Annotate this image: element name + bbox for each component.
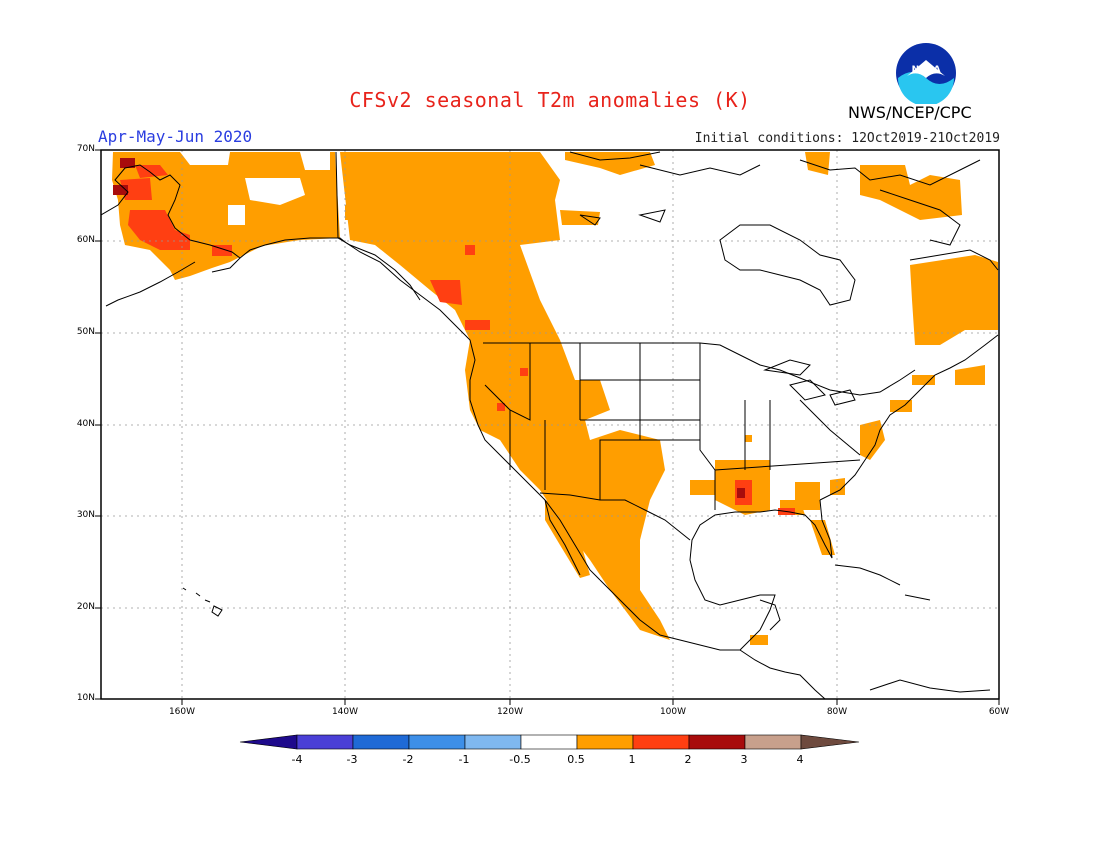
- coastlines: [101, 151, 999, 699]
- lat-label-10n: 10N: [76, 693, 95, 703]
- lat-label-30n: 30N: [76, 510, 95, 520]
- colorbar-label: -0.5: [509, 753, 531, 766]
- lat-label-70n: 70N: [76, 144, 95, 154]
- lon-label-60w: 60W: [988, 707, 1010, 717]
- colorbar-label: -4: [291, 753, 303, 766]
- colorbar-label: -2: [402, 753, 414, 766]
- colorbar-label: 2: [684, 753, 692, 766]
- noaa-logo-icon: NOAA: [896, 43, 956, 104]
- colorbar-label: 1: [628, 753, 636, 766]
- season-label: Apr-May-Jun 2020: [98, 127, 253, 146]
- lon-label-160w: 160W: [168, 707, 196, 717]
- colorbar-label: -1: [458, 753, 470, 766]
- lon-label-140w: 140W: [331, 707, 359, 717]
- lat-label-60n: 60N: [76, 235, 95, 245]
- initial-conditions-label: Initial conditions: 12Oct2019-21Oct2019: [694, 131, 1000, 146]
- colorbar-label: -3: [346, 753, 358, 766]
- extreme-anomaly-layer: [113, 158, 745, 498]
- map-gridlines: [101, 150, 999, 699]
- lat-label-20n: 20N: [76, 602, 95, 612]
- colorbar-label: 0.5: [567, 753, 585, 766]
- lon-label-80w: 80W: [826, 707, 848, 717]
- map-title: CFSv2 seasonal T2m anomalies (K): [349, 88, 751, 112]
- svg-text:NOAA: NOAA: [912, 65, 941, 75]
- lat-label-50n: 50N: [76, 327, 95, 337]
- lon-label-100w: 100W: [659, 707, 687, 717]
- agency-label: NWS/NCEP/CPC: [848, 103, 972, 122]
- colorbar-label: 4: [796, 753, 804, 766]
- lon-label-120w: 120W: [496, 707, 524, 717]
- colorbar-label: 3: [740, 753, 748, 766]
- lat-label-40n: 40N: [76, 419, 95, 429]
- anomaly-fill-layer: [112, 152, 998, 645]
